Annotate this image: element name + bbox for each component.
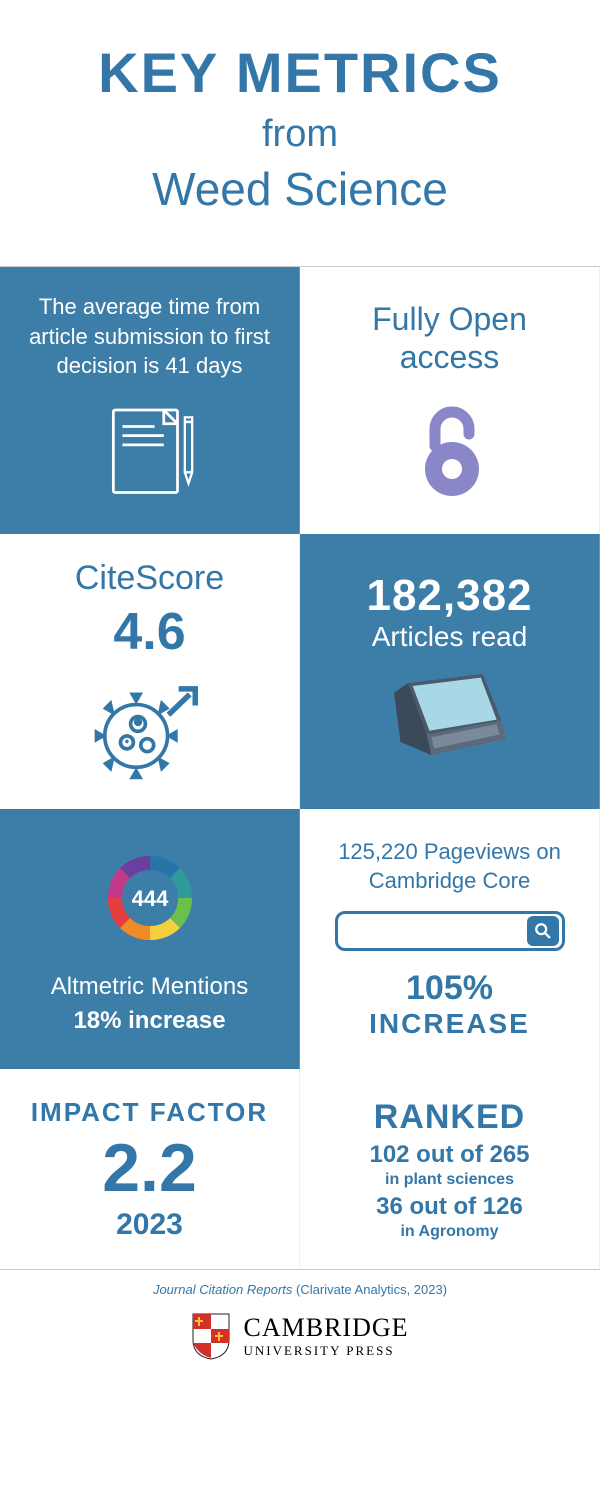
cell-citescore: CiteScore 4.6 <box>0 534 300 809</box>
pageviews-percent: 105% <box>406 969 493 1008</box>
impact-factor-year: 2023 <box>116 1208 183 1242</box>
cell-submission-time: The average time from article submission… <box>0 267 300 534</box>
articles-read-value: 182,382 <box>366 571 532 621</box>
citation-text: Journal Citation Reports (Clarivate Anal… <box>0 1282 600 1297</box>
gear-arrow-icon <box>90 674 210 784</box>
ranked-cat2: in Agronomy <box>400 1223 498 1241</box>
shield-icon <box>191 1312 231 1360</box>
impact-factor-value: 2.2 <box>102 1134 197 1202</box>
publisher-main: CAMBRIDGE <box>243 1313 408 1343</box>
open-access-title: Fully Open access <box>318 300 581 377</box>
altmetric-value: 444 <box>131 886 168 911</box>
altmetric-donut-icon: 444 <box>95 843 205 953</box>
publisher-sub: UNIVERSITY PRESS <box>243 1343 408 1359</box>
search-button-icon <box>527 916 559 946</box>
page-title: KEY METRICS <box>20 40 580 105</box>
ranked-rank2: 36 out of 126 <box>376 1193 523 1221</box>
laptop-icon <box>380 668 520 773</box>
cell-articles-read: 182,382 Articles read <box>300 534 600 809</box>
citation-italic: Journal Citation Reports <box>153 1282 292 1297</box>
journal-name: Weed Science <box>20 162 580 216</box>
metrics-grid: The average time from article submission… <box>0 266 600 1269</box>
citescore-value: 4.6 <box>113 602 185 662</box>
cell-ranked: RANKED 102 out of 265 in plant sciences … <box>300 1069 600 1269</box>
pageviews-text: 125,220 Pageviews on Cambridge Core <box>318 838 581 895</box>
articles-read-label: Articles read <box>372 621 528 653</box>
subtitle-from: from <box>20 113 580 156</box>
impact-factor-label: IMPACT FACTOR <box>31 1097 268 1128</box>
search-bar <box>335 911 565 951</box>
document-icon <box>95 399 205 509</box>
cambridge-logo: CAMBRIDGE UNIVERSITY PRESS <box>0 1312 600 1360</box>
altmetric-increase: 18% increase <box>73 1007 225 1035</box>
cell-pageviews: 125,220 Pageviews on Cambridge Core 105%… <box>300 809 600 1069</box>
cell-altmetric: 444 Altmetric Mentions 18% increase <box>0 809 300 1069</box>
ranked-rank1: 102 out of 265 <box>369 1141 529 1169</box>
cell-open-access: Fully Open access <box>300 267 600 534</box>
citescore-label: CiteScore <box>75 559 224 598</box>
footer: Journal Citation Reports (Clarivate Anal… <box>0 1269 600 1385</box>
citation-normal: (Clarivate Analytics, 2023) <box>292 1282 447 1297</box>
ranked-label: RANKED <box>374 1098 525 1137</box>
ranked-cat1: in plant sciences <box>385 1171 514 1189</box>
cell-impact-factor: IMPACT FACTOR 2.2 2023 <box>0 1069 300 1269</box>
submission-text: The average time from article submission… <box>18 292 281 381</box>
publisher-text: CAMBRIDGE UNIVERSITY PRESS <box>243 1313 408 1359</box>
open-access-icon <box>410 401 490 501</box>
altmetric-label: Altmetric Mentions <box>51 973 248 1001</box>
header: KEY METRICS from Weed Science <box>0 0 600 266</box>
pageviews-increase: INCREASE <box>369 1008 530 1040</box>
